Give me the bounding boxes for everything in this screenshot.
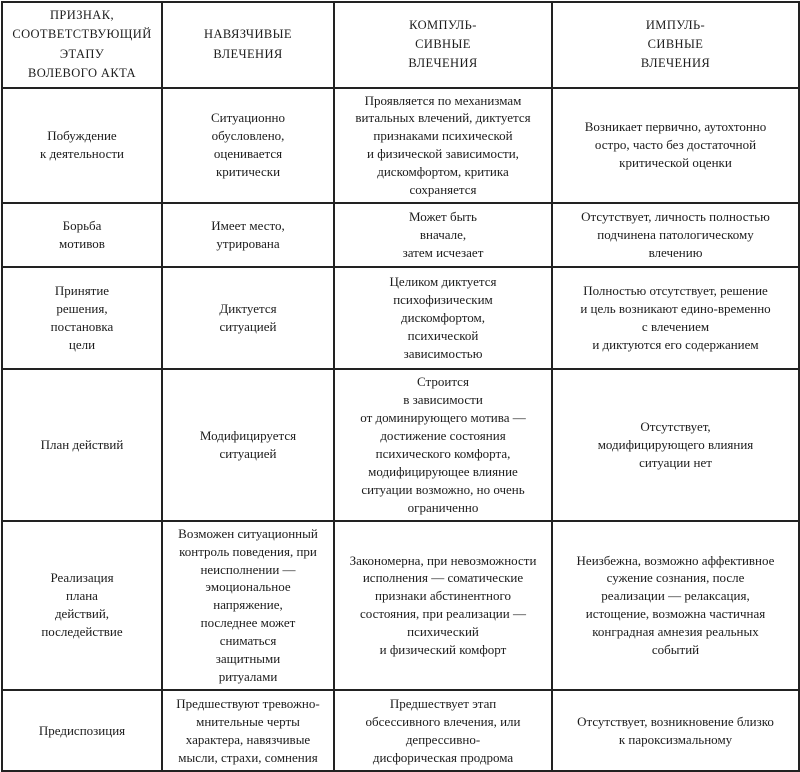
cell-decision-impulsive: Полностью отсутствует, решение и цель во…	[551, 266, 800, 371]
cell-motivation-compulsive: Проявляется по механизмам витальных влеч…	[333, 86, 553, 205]
cell-realization-feature: Реализация плана действий, последействие	[1, 519, 163, 692]
cell-predisposition-obsessive: Предшествуют тревожно- мнительные черты …	[161, 689, 335, 772]
row-action-plan: План действий Модифицируется ситуацией С…	[1, 368, 800, 522]
cell-decision-feature: Принятие решения, постановка цели	[1, 266, 163, 371]
row-predisposition: Предиспозиция Предшествуют тревожно- мни…	[1, 689, 800, 772]
cell-struggle-compulsive: Может быть вначале, затем исчезает	[333, 202, 553, 269]
cell-plan-feature: План действий	[1, 368, 163, 522]
cell-motivation-obsessive: Ситуационно обусловлено, оценивается кри…	[161, 86, 335, 205]
cell-struggle-feature: Борьба мотивов	[1, 202, 163, 269]
cell-struggle-obsessive: Имеет место, утрирована	[161, 202, 335, 269]
cell-motivation-feature: Побуждение к деятельности	[1, 86, 163, 205]
cell-plan-compulsive: Строится в зависимости от доминирующего …	[333, 368, 553, 522]
cell-motivation-impulsive: Возникает первично, аутохтонно остро, ча…	[551, 86, 800, 205]
cell-plan-obsessive: Модифицируется ситуацией	[161, 368, 335, 522]
row-decision-making: Принятие решения, постановка цели Диктуе…	[1, 266, 800, 371]
cell-predisposition-compulsive: Предшествует этап обсессивного влечения,…	[333, 689, 553, 772]
header-row: ПРИЗНАК, СООТВЕТСТВУЮЩИЙ ЭТАПУ ВОЛЕВОГО …	[1, 1, 800, 89]
header-obsessive-drives: НАВЯЗЧИВЫЕ ВЛЕЧЕНИЯ	[161, 1, 335, 89]
cell-predisposition-feature: Предиспозиция	[1, 689, 163, 772]
cell-decision-compulsive: Целиком диктуется психофизическим диском…	[333, 266, 553, 371]
row-struggle-of-motives: Борьба мотивов Имеет место, утрирована М…	[1, 202, 800, 269]
cell-realization-impulsive: Неизбежна, возможно аффективное сужение …	[551, 519, 800, 692]
cell-realization-obsessive: Возможен ситуационный контроль поведения…	[161, 519, 335, 692]
header-compulsive-drives: КОМПУЛЬ- СИВНЫЕ ВЛЕЧЕНИЯ	[333, 1, 553, 89]
header-feature: ПРИЗНАК, СООТВЕТСТВУЮЩИЙ ЭТАПУ ВОЛЕВОГО …	[1, 1, 163, 89]
cell-struggle-impulsive: Отсутствует, личность полностью подчинен…	[551, 202, 800, 269]
header-impulsive-drives: ИМПУЛЬ- СИВНЫЕ ВЛЕЧЕНИЯ	[551, 1, 800, 89]
row-plan-realization: Реализация плана действий, последействие…	[1, 519, 800, 692]
cell-decision-obsessive: Диктуется ситуацией	[161, 266, 335, 371]
cell-realization-compulsive: Закономерна, при невозможности исполнени…	[333, 519, 553, 692]
cell-predisposition-impulsive: Отсутствует, возникновение близко к паро…	[551, 689, 800, 772]
row-motivation: Побуждение к деятельности Ситуационно об…	[1, 86, 800, 205]
cell-plan-impulsive: Отсутствует, модифицирующего влияния сит…	[551, 368, 800, 522]
